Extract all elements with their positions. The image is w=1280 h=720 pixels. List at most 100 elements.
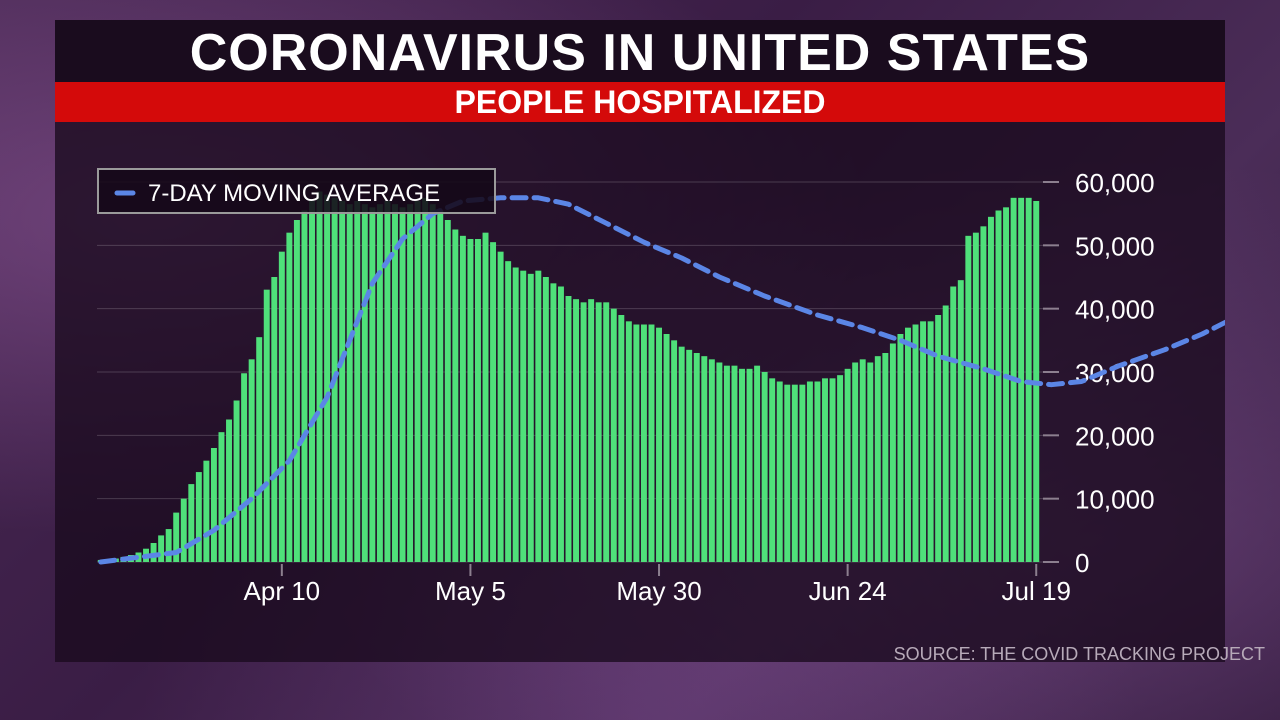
subtitle-banner: PEOPLE HOSPITALIZED xyxy=(55,82,1225,122)
bar xyxy=(671,340,678,562)
bar xyxy=(165,529,172,562)
bar xyxy=(588,299,595,562)
bar xyxy=(309,201,315,562)
bar xyxy=(339,201,346,562)
bar xyxy=(542,277,549,562)
bar xyxy=(316,191,323,562)
y-tick-label: 40,000 xyxy=(1075,295,1155,325)
chart-panel: 0 10,000 20,000 30,000 40,000 50,000 60,000 Apr… xyxy=(55,20,1265,664)
bar xyxy=(482,232,489,562)
source-credit: SOURCE: THE COVID TRACKING PROJECT xyxy=(893,644,1265,664)
main-title: CORONAVIRUS IN UNITED STATES xyxy=(55,20,1225,82)
y-tick-label: 20,000 xyxy=(1075,421,1155,451)
bar xyxy=(656,327,662,562)
bar xyxy=(814,381,821,562)
bar xyxy=(218,432,225,562)
bar xyxy=(625,321,632,562)
bar xyxy=(535,270,542,562)
bar xyxy=(422,197,429,563)
bar xyxy=(610,308,617,562)
bar xyxy=(618,315,625,562)
moving-average-line xyxy=(98,195,1225,565)
bar xyxy=(512,267,519,562)
bar xyxy=(837,375,844,562)
bar xyxy=(648,324,655,562)
bar xyxy=(369,207,376,563)
bar xyxy=(633,324,640,562)
bar xyxy=(565,296,572,562)
bar xyxy=(557,286,564,562)
bar xyxy=(188,484,195,562)
bar xyxy=(716,362,723,562)
y-tick-label: 60,000 xyxy=(1075,168,1155,198)
bar xyxy=(942,305,949,562)
bar xyxy=(799,384,806,562)
bar xyxy=(150,543,157,562)
bar xyxy=(595,302,602,562)
bar xyxy=(874,356,881,562)
bar xyxy=(248,359,255,562)
bar xyxy=(293,220,300,562)
bar xyxy=(859,359,866,562)
bar xyxy=(927,321,934,562)
bar xyxy=(497,251,504,562)
bar xyxy=(490,242,497,562)
chart-svg: 0 10,000 20,000 30,000 40,000 50,000 60,000 Apr… xyxy=(97,168,1225,606)
bar xyxy=(1003,207,1010,563)
bar xyxy=(233,400,240,562)
bar xyxy=(361,204,368,562)
bar xyxy=(791,384,798,562)
bar xyxy=(414,201,421,562)
bar xyxy=(580,302,587,562)
bar xyxy=(995,210,1002,562)
bar xyxy=(324,194,331,562)
bar xyxy=(226,419,232,562)
bar xyxy=(663,334,670,562)
bar xyxy=(376,204,383,562)
bar xyxy=(527,273,534,562)
bar xyxy=(739,368,745,562)
bar xyxy=(603,302,610,562)
bar xyxy=(256,337,263,562)
x-tick-label: May 5 xyxy=(435,576,506,606)
x-tick-label: Apr 10 xyxy=(244,576,321,606)
bar xyxy=(806,381,813,562)
legend-box xyxy=(97,168,496,214)
bar xyxy=(905,327,911,562)
bar xyxy=(746,368,753,562)
bar xyxy=(180,498,187,562)
bar xyxy=(950,286,957,562)
bar xyxy=(475,239,481,562)
legend: 7-DAY MOVING AVERAGE xyxy=(97,168,496,214)
bar xyxy=(286,232,293,562)
bar xyxy=(693,353,700,562)
bar xyxy=(203,460,210,562)
bar xyxy=(852,362,859,562)
bar xyxy=(678,346,685,562)
bar xyxy=(965,235,972,563)
bar xyxy=(505,261,512,562)
x-tick-label: May 30 xyxy=(616,576,701,606)
bar xyxy=(882,353,889,562)
bar xyxy=(392,204,398,562)
bar xyxy=(271,277,278,562)
bar xyxy=(429,204,436,562)
bar xyxy=(829,378,836,562)
y-tick-label: 50,000 xyxy=(1075,231,1155,261)
bar xyxy=(889,343,896,562)
bar xyxy=(920,321,927,562)
x-tick-label: Jul 19 xyxy=(1002,576,1071,606)
bar xyxy=(897,334,904,562)
bar xyxy=(754,365,761,562)
bar xyxy=(867,362,874,562)
bar xyxy=(278,251,285,562)
bar xyxy=(972,232,979,562)
bar xyxy=(980,226,987,563)
bar xyxy=(708,359,715,562)
x-tick-label: Jun 24 xyxy=(809,576,887,606)
bar xyxy=(761,372,768,562)
bar xyxy=(686,349,693,562)
bar xyxy=(399,207,406,563)
bar xyxy=(452,229,459,562)
bar xyxy=(769,378,776,562)
